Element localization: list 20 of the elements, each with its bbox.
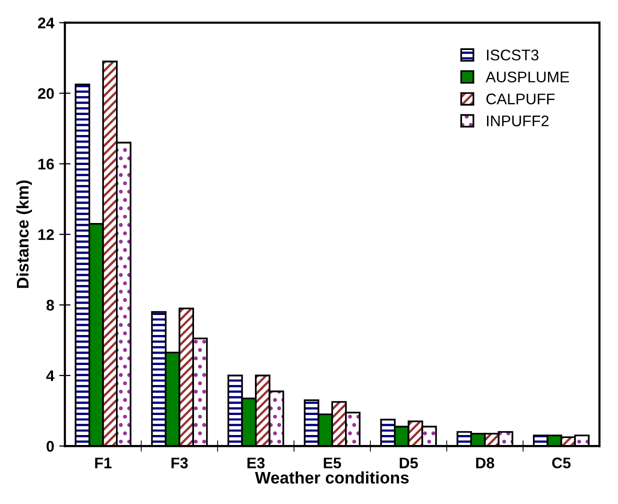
x-tick-label: D8 — [476, 458, 494, 468]
y-tick-label: 4 — [46, 370, 54, 382]
x-tick-label: C5 — [552, 458, 571, 468]
y-tick-label: 20 — [38, 88, 54, 99]
y-tick-label: 24 — [38, 18, 54, 28]
y-axis-title: Distance (km) — [16, 180, 32, 288]
y-tick-label: 0 — [46, 440, 54, 452]
y-tick-label: 16 — [38, 158, 54, 170]
legend-label: ISCST3 — [487, 50, 538, 60]
y-tick-label: 12 — [38, 229, 54, 240]
x-tick-label: E5 — [324, 458, 342, 468]
x-tick-label: F1 — [95, 458, 112, 468]
legend-label: AUSPLUME — [486, 72, 570, 82]
y-tick-label: 8 — [46, 300, 54, 311]
x-tick-label: E3 — [247, 458, 265, 468]
x-tick-label: F3 — [172, 458, 188, 468]
legend-label: CALPUFF — [486, 94, 555, 104]
legend-label: INPUFF2 — [487, 116, 549, 126]
x-axis-title: Weather conditions — [255, 471, 409, 484]
x-tick-label: D5 — [400, 458, 418, 468]
